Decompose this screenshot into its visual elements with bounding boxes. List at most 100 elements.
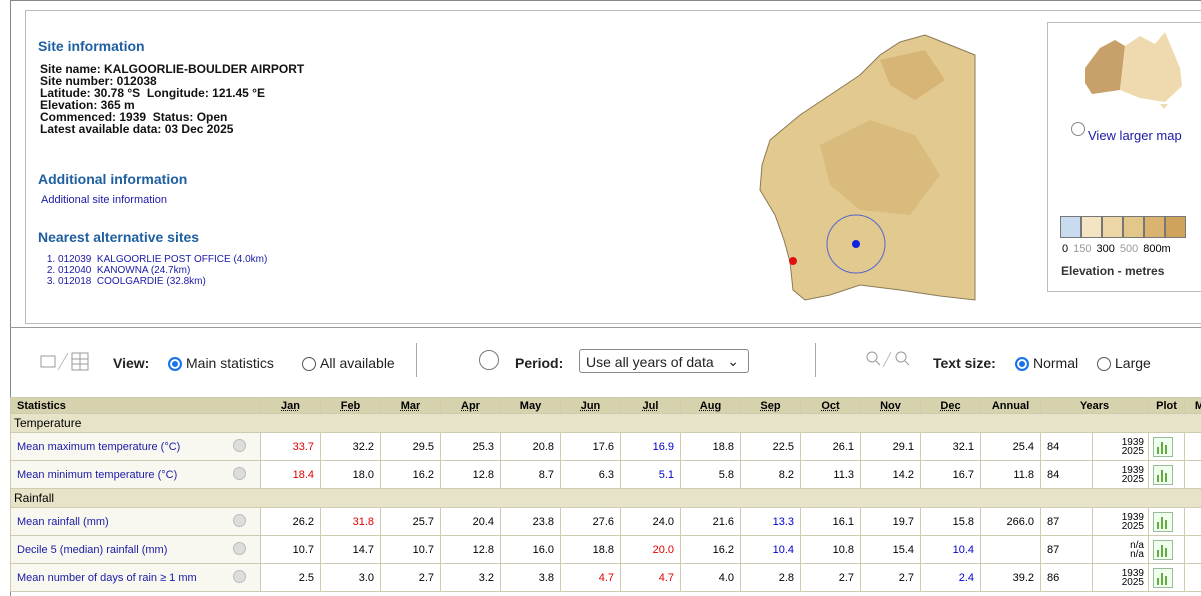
value-cell: 3.0 bbox=[321, 564, 381, 592]
radio-option[interactable]: Large bbox=[1097, 355, 1151, 371]
column-header: Plot bbox=[1149, 398, 1185, 414]
count-cell: 84 bbox=[1041, 433, 1093, 461]
value-cell: 15.4 bbox=[861, 536, 921, 564]
value-cell: 14.2 bbox=[861, 461, 921, 489]
data-row: Decile 5 (median) rainfall (mm)10.714.71… bbox=[11, 536, 1201, 564]
column-header: Statistics bbox=[11, 398, 261, 414]
value-cell: 31.8 bbox=[321, 508, 381, 536]
plot-cell bbox=[1149, 536, 1185, 564]
label-text: Mean maximum temperature (°C) bbox=[17, 441, 180, 453]
site-link[interactable]: 012039 KALGOORLIE POST OFFICE (4.0km) bbox=[58, 254, 267, 265]
map-cell bbox=[1185, 564, 1201, 592]
count: 87 bbox=[1047, 544, 1059, 556]
column-header: May bbox=[501, 398, 561, 414]
link[interactable]: Additional site information bbox=[41, 194, 167, 206]
header-row: StatisticsJanFebMarAprMayJunJulAugSepOct… bbox=[11, 398, 1201, 414]
row-label[interactable]: Decile 5 (median) rainfall (mm) bbox=[11, 536, 261, 564]
group-row: Temperature bbox=[11, 414, 1201, 433]
site-list: 012039 KALGOORLIE POST OFFICE (4.0km) 01… bbox=[41, 254, 267, 287]
row-label[interactable]: Mean number of days of rain ≥ 1 mm bbox=[11, 564, 261, 592]
value-cell: 25.3 bbox=[441, 433, 501, 461]
swatch bbox=[1165, 216, 1186, 238]
plot-cell bbox=[1149, 461, 1185, 489]
value-cell: 33.7 bbox=[261, 433, 321, 461]
radio-option[interactable]: Main statistics bbox=[168, 355, 274, 371]
elevation-swatches bbox=[1060, 216, 1186, 238]
legend-title: Elevation - metres bbox=[1061, 264, 1164, 278]
label-text: Mean number of days of rain ≥ 1 mm bbox=[17, 572, 197, 584]
site-link[interactable]: 012018 COOLGARDIE (32.8km) bbox=[58, 276, 267, 287]
value-cell: 29.5 bbox=[381, 433, 441, 461]
plot-icon[interactable] bbox=[1153, 568, 1173, 588]
swatch bbox=[1060, 216, 1081, 238]
row-label[interactable]: Mean rainfall (mm) bbox=[11, 508, 261, 536]
plot-icon[interactable] bbox=[1153, 465, 1173, 485]
row-label[interactable]: Mean minimum temperature (°C) bbox=[11, 461, 261, 489]
plot-icon[interactable] bbox=[1153, 437, 1173, 457]
info-icon bbox=[233, 467, 246, 480]
toolbar-border bbox=[10, 327, 1201, 328]
value-cell: 5.8 bbox=[681, 461, 741, 489]
value-cell: 32.1 bbox=[921, 433, 981, 461]
count-cell: 87 bbox=[1041, 536, 1093, 564]
column-header: Apr bbox=[441, 398, 501, 414]
radio-option[interactable]: All available bbox=[302, 355, 395, 371]
separator bbox=[416, 343, 417, 377]
group-row: Rainfall bbox=[11, 489, 1201, 508]
plot-icon[interactable] bbox=[1153, 540, 1173, 560]
value-cell: 4.7 bbox=[561, 564, 621, 592]
elevation-ticks: 0 150 300 500 800m bbox=[1062, 243, 1171, 255]
value-cell: 5.1 bbox=[621, 461, 681, 489]
period-select[interactable]: Use all years of data⌄ bbox=[579, 349, 749, 373]
link[interactable]: View larger map bbox=[1088, 128, 1182, 143]
column-header: Jan bbox=[261, 398, 321, 414]
year: 2025 bbox=[1097, 522, 1144, 531]
value-cell: 2.5 bbox=[261, 564, 321, 592]
swatch bbox=[1123, 216, 1144, 238]
option-label: Large bbox=[1115, 355, 1151, 371]
label-text: Mean rainfall (mm) bbox=[17, 516, 109, 528]
zoom-icon bbox=[1071, 122, 1085, 136]
column-header: Nov bbox=[861, 398, 921, 414]
years-cell: n/an/a bbox=[1093, 536, 1149, 564]
count-cell: 84 bbox=[1041, 461, 1093, 489]
site-line: Latest available data: 03 Dec 2025 bbox=[40, 123, 304, 135]
option-label: All available bbox=[320, 355, 395, 371]
column-header: Annual bbox=[981, 398, 1041, 414]
plot-icon[interactable] bbox=[1153, 512, 1173, 532]
label-text: Mean minimum temperature (°C) bbox=[17, 469, 177, 481]
value-cell: 16.1 bbox=[801, 508, 861, 536]
value-cell: 12.8 bbox=[441, 461, 501, 489]
heading: Site information bbox=[38, 38, 145, 54]
value-cell: 16.0 bbox=[501, 536, 561, 564]
label: View: bbox=[113, 355, 149, 371]
data-row: Mean minimum temperature (°C)18.418.016.… bbox=[11, 461, 1201, 489]
swatch bbox=[1081, 216, 1102, 238]
value-cell: 14.7 bbox=[321, 536, 381, 564]
clock-icon bbox=[479, 350, 499, 370]
value-cell: 18.8 bbox=[681, 433, 741, 461]
legend-tick: 0 bbox=[1062, 243, 1068, 255]
value-cell: 2.7 bbox=[801, 564, 861, 592]
value-cell: 16.9 bbox=[621, 433, 681, 461]
label-text: Decile 5 (median) rainfall (mm) bbox=[17, 544, 167, 556]
column-header: Ma bbox=[1185, 398, 1201, 414]
value-cell: 26.2 bbox=[261, 508, 321, 536]
value-cell: 21.6 bbox=[681, 508, 741, 536]
annual-cell: 11.8 bbox=[981, 461, 1041, 489]
plot-cell bbox=[1149, 508, 1185, 536]
value-cell: 4.7 bbox=[621, 564, 681, 592]
plot-cell bbox=[1149, 433, 1185, 461]
year: 2025 bbox=[1097, 578, 1144, 587]
site-link[interactable]: 012040 KANOWNA (24.7km) bbox=[58, 265, 267, 276]
row-label[interactable]: Mean maximum temperature (°C) bbox=[11, 433, 261, 461]
swatch bbox=[1102, 216, 1123, 238]
annual-cell: 266.0 bbox=[981, 508, 1041, 536]
value-cell: 2.7 bbox=[861, 564, 921, 592]
value-cell: 8.2 bbox=[741, 461, 801, 489]
value-cell: 19.7 bbox=[861, 508, 921, 536]
radio-option[interactable]: Normal bbox=[1015, 355, 1078, 371]
value-cell: 6.3 bbox=[561, 461, 621, 489]
value-cell: 3.2 bbox=[441, 564, 501, 592]
